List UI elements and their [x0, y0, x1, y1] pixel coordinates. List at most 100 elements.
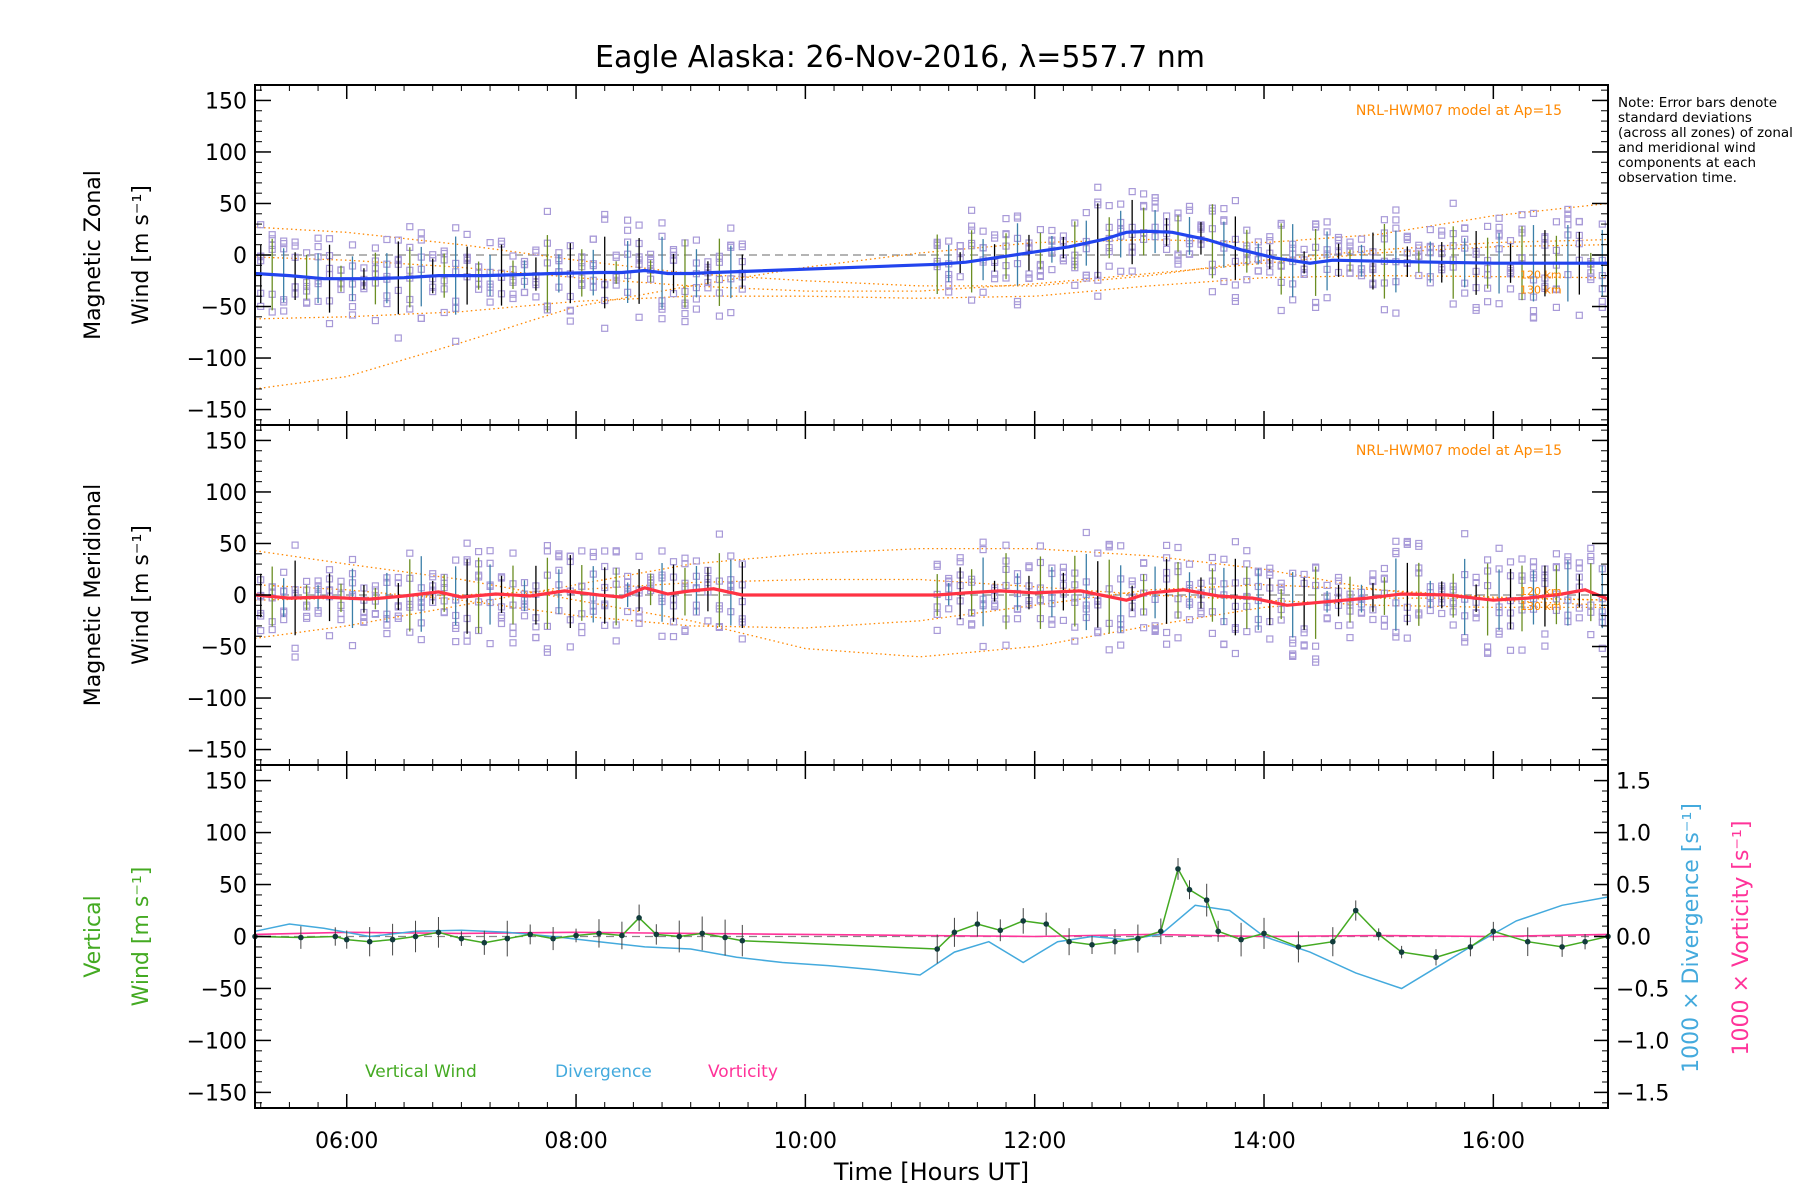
meridional-zone-point: [1162, 628, 1171, 637]
zonal-zone-point: [1483, 222, 1492, 230]
meridional-zone-point: [1461, 638, 1469, 646]
zonal-y-label-line2: Wind [m s⁻¹]: [129, 185, 154, 325]
zonal-zone-point: [681, 310, 689, 318]
zonal-zone-point: [1495, 214, 1503, 222]
meridional-zone-point: [933, 560, 941, 568]
meridional-zone-point: [509, 549, 517, 557]
meridional-zone-point: [1151, 622, 1159, 630]
meridional-zone-point: [543, 645, 552, 653]
zonal-zone-point: [1013, 212, 1022, 220]
meridional-zone-point: [612, 548, 620, 556]
vertical-wind-point: [951, 929, 958, 936]
meridional-zone-point: [635, 614, 643, 622]
zonal-zone-point: [623, 216, 632, 224]
zonal-zone-point: [520, 288, 529, 297]
zonal-zone-point: [417, 229, 425, 237]
meridional-zone-point: [601, 547, 609, 555]
zonal-model-label: NRL-HWM07 model at Ap=15: [1356, 103, 1562, 119]
zonal-zone-point: [1220, 205, 1228, 213]
zonal-zone-point: [1094, 183, 1102, 191]
zonal-y-tick-label: −50: [201, 296, 247, 321]
vertical-wind-point: [412, 933, 419, 940]
meridional-zone-point: [543, 541, 552, 550]
meridional-y-tick-label: −150: [187, 739, 247, 764]
meridional-zone-point: [933, 562, 941, 570]
vertical-wind-point: [504, 935, 511, 942]
meridional-zone-point: [532, 633, 540, 642]
vertical-wind-point: [1352, 907, 1359, 914]
vertical-wind-point: [699, 930, 705, 937]
zonal-zone-point: [601, 324, 609, 332]
vertical-wind-point: [934, 946, 940, 952]
meridional-zone-point: [1300, 629, 1308, 637]
vertical-y-tick-label: 0: [233, 926, 247, 951]
zonal-y-tick-label: 150: [205, 89, 247, 114]
meridional-zone-point: [1518, 555, 1526, 563]
meridional-zone-point: [337, 615, 345, 624]
zonal-zone-point: [463, 230, 471, 238]
zonal-zone-point: [1323, 218, 1331, 226]
zonal-zone-point: [1564, 215, 1572, 223]
zonal-zone-point: [1025, 274, 1033, 282]
meridional-zone-point: [1575, 614, 1583, 622]
meridional-y-tick-label: 50: [219, 532, 247, 557]
zonal-zone-point: [1094, 292, 1102, 300]
zonal-zone-point: [1346, 238, 1354, 246]
x-tick-label: 14:00: [1232, 1129, 1295, 1154]
zonal-zone-point: [314, 234, 322, 242]
meridional-zone-point: [1529, 563, 1538, 571]
zonal-zone-point: [692, 305, 701, 313]
vertical-wind-point: [1186, 886, 1193, 893]
vertical-wind-point: [974, 921, 981, 927]
meridional-zone-point: [1231, 538, 1240, 546]
meridional-zone-point: [268, 625, 276, 634]
meridional-zone-point: [1552, 550, 1561, 558]
zonal-zone-point: [532, 293, 540, 301]
zonal-zone-point: [589, 235, 597, 243]
meridional-zone-point: [509, 639, 517, 647]
vertical-wind-point: [997, 927, 1004, 934]
zonal-zone-point: [727, 309, 735, 317]
zonal-zone-point: [1506, 285, 1515, 293]
meridional-y-label-line2: Wind [m s⁻¹]: [129, 525, 154, 665]
meridional-zone-point: [383, 629, 391, 638]
x-tick-label: 08:00: [544, 1129, 607, 1154]
meridional-zone-point: [291, 541, 299, 549]
meridional-zone-point: [692, 557, 701, 565]
zonal-zone-point: [1529, 314, 1538, 322]
vertical-wind-point: [389, 936, 396, 943]
zonal-zone-point: [1208, 288, 1217, 296]
meridional-zone-point: [1392, 547, 1400, 556]
meridional-zone-point: [1094, 628, 1102, 637]
vertical-y-tick-label: −50: [201, 977, 247, 1002]
zonal-zone-point: [1231, 294, 1240, 302]
meridional-zone-point: [314, 609, 322, 617]
zonal-zone-point: [1036, 272, 1045, 280]
meridional-zone-point: [291, 653, 299, 661]
zonal-zone-point: [1025, 270, 1033, 278]
zonal-zone-point: [1128, 188, 1136, 196]
zonal-zone-point: [1254, 267, 1262, 275]
zonal-zone-point: [1231, 197, 1240, 205]
vertical-wind-point: [343, 936, 350, 943]
zonal-zone-point: [452, 224, 460, 232]
zonal-zone-point: [1311, 303, 1320, 311]
meridional-zone-point: [1369, 570, 1377, 578]
meridional-zone-point: [463, 539, 471, 547]
meridional-zone-point: [1002, 541, 1010, 549]
zonal-zone-point: [1048, 226, 1056, 235]
meridional-zone-point: [1139, 559, 1148, 567]
vertical-wind-point: [1066, 938, 1072, 945]
zonal-zone-point: [452, 337, 460, 345]
x-tick-label: 10:00: [774, 1129, 837, 1154]
x-tick-label: 16:00: [1462, 1129, 1525, 1154]
zonal-zone-point: [1289, 296, 1297, 304]
zonal-zone-point: [417, 314, 425, 322]
meridional-zone-point: [1231, 649, 1240, 658]
vertical-wind-point: [1467, 944, 1474, 950]
zonal-zone-point: [623, 226, 632, 234]
zonal-zone-point: [1117, 267, 1125, 275]
vertical-y-tick-label: 150: [205, 770, 247, 795]
meridional-zone-point: [360, 613, 368, 622]
meridional-zone-point: [1483, 648, 1492, 656]
